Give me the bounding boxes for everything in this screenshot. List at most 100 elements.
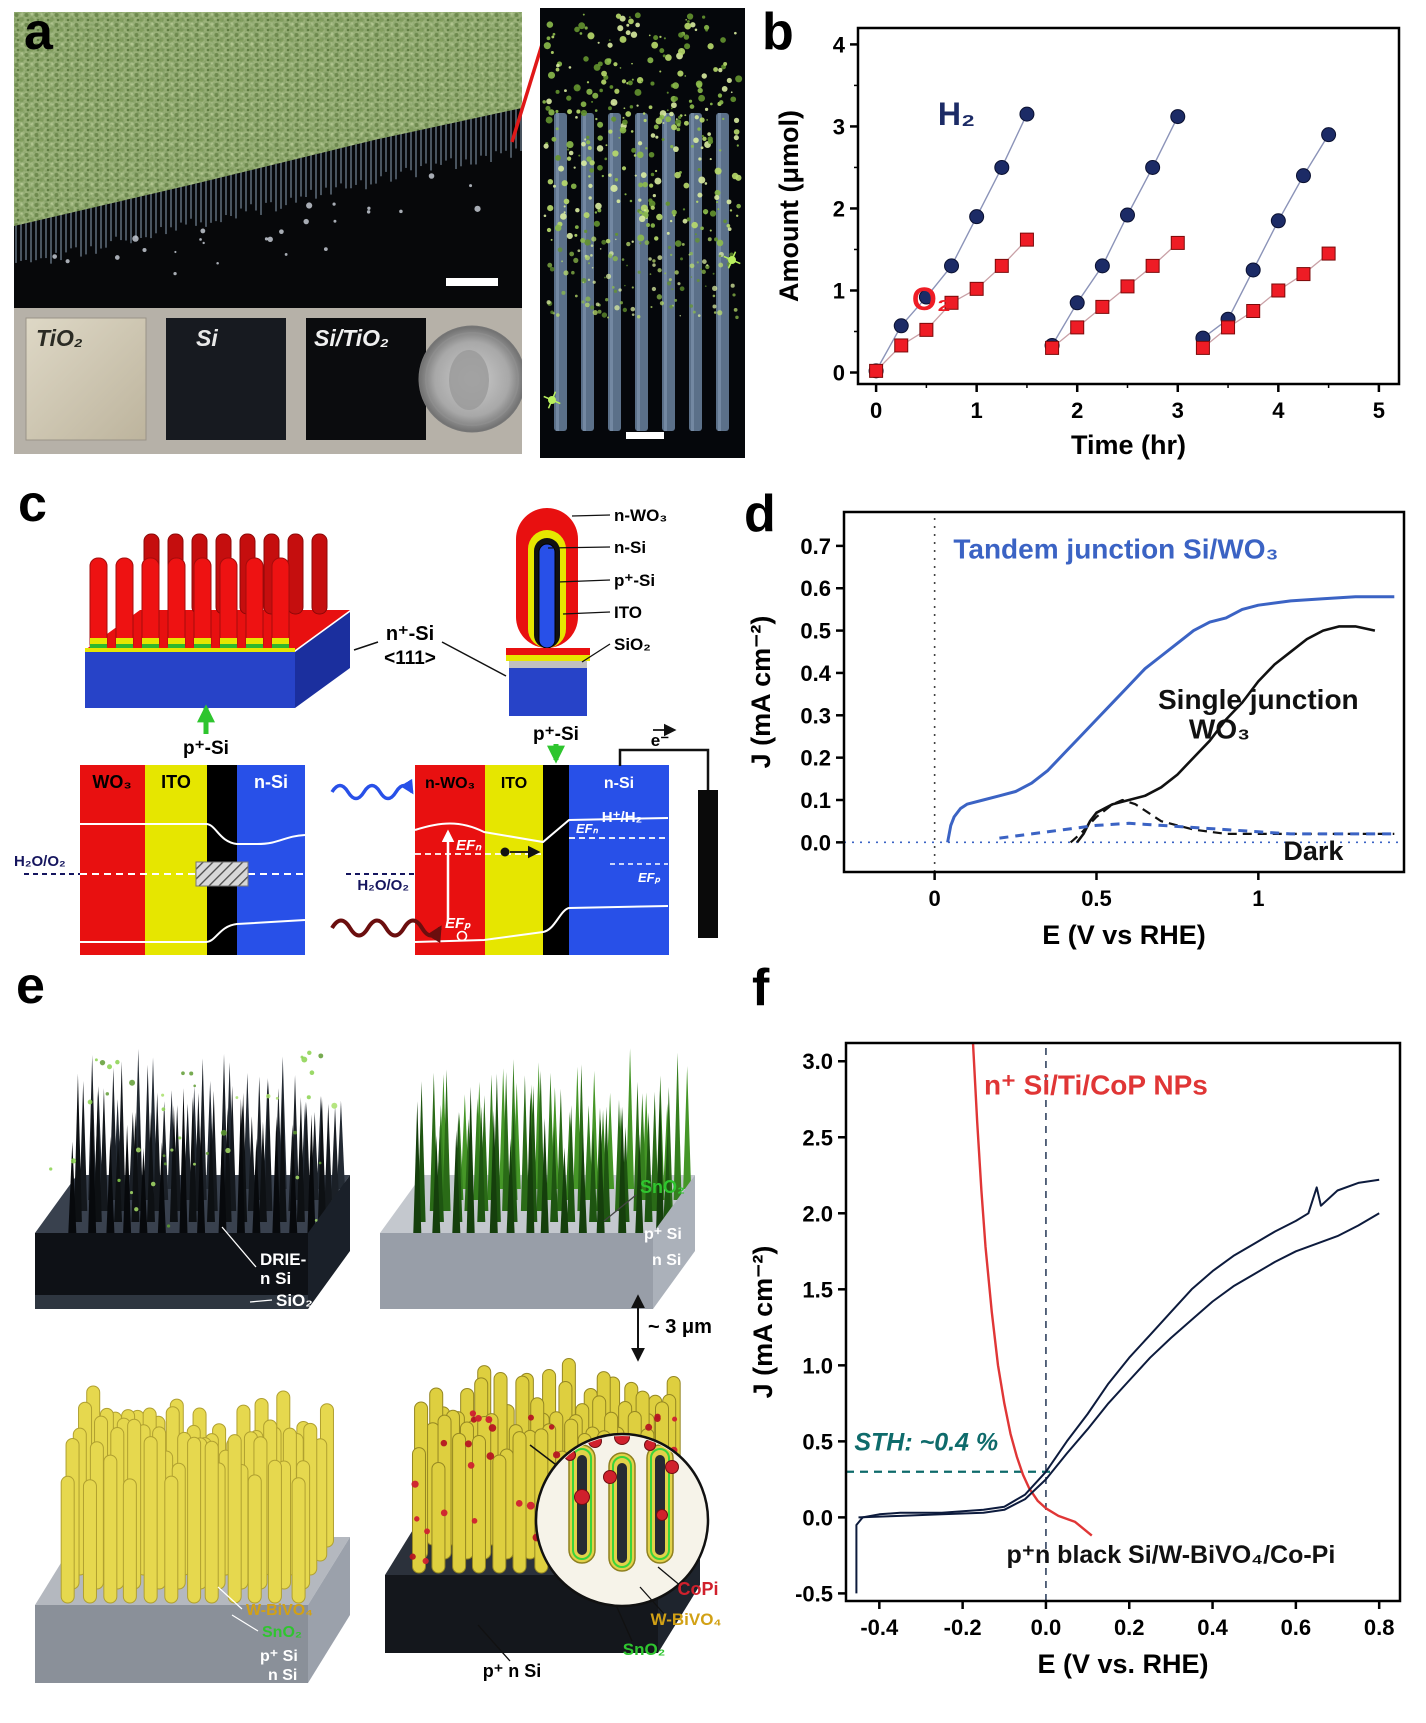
p-n-si-label: p⁺ n Si — [483, 1661, 542, 1681]
leader-nsi — [547, 546, 611, 549]
ito-label: ITO — [614, 603, 642, 622]
pillar-n-si-core — [538, 543, 556, 649]
leader-ito — [562, 611, 611, 615]
panel-f-letter: f — [752, 959, 770, 1017]
efp-label: EFₚ — [445, 915, 471, 932]
svg-text:3: 3 — [833, 114, 845, 139]
sio2-label-e: SiO₂ — [276, 1291, 313, 1310]
w-bivo4-label-2: W-BiVO₄ — [650, 1610, 721, 1629]
conduction-band-left — [80, 823, 306, 845]
svg-text:0.6: 0.6 — [1281, 1615, 1312, 1640]
panel-a-zoom-image — [540, 8, 745, 458]
band-psi-stripe — [207, 765, 237, 955]
band-nsi2-stripe — [569, 765, 669, 955]
array-front-rods — [89, 557, 290, 653]
leader-psi — [557, 579, 611, 583]
svg-text:Amount (μmol): Amount (μmol) — [774, 110, 804, 302]
leader-nwo3 — [571, 514, 611, 517]
zoom-scale-bar — [626, 432, 664, 439]
panel-a-letter: a — [24, 3, 53, 61]
band-psi2-stripe — [543, 765, 569, 955]
p-si-label: p⁺-Si — [614, 571, 655, 590]
q1-leader-2 — [249, 1299, 273, 1303]
n-wo3-band-label: n-WO₃ — [425, 775, 475, 792]
orientation-label: <111> — [384, 648, 436, 669]
scale-3um-label: ~ 3 μm — [648, 1316, 712, 1338]
sno2-leader — [615, 1604, 633, 1642]
tio2-nanotree-fuzz — [542, 12, 743, 409]
n-si-label: n-Si — [614, 538, 646, 557]
black-si-spikes — [68, 1048, 345, 1233]
copi-label: CoPi — [677, 1579, 718, 1599]
q1-base-side — [308, 1175, 350, 1309]
svg-text:0.5: 0.5 — [1081, 886, 1112, 911]
svg-text:3: 3 — [1172, 398, 1184, 423]
p-si-label-1: p⁺ Si — [644, 1226, 682, 1243]
q1-leader-1 — [221, 1226, 257, 1268]
panel-c-letter: c — [18, 475, 47, 533]
h2o-o2-label-right: H₂O/O₂ — [357, 877, 409, 894]
q3-leader-1 — [217, 1586, 243, 1610]
svg-text:0.1: 0.1 — [800, 788, 831, 813]
q2-base-side — [653, 1175, 695, 1309]
svg-text:0.6: 0.6 — [800, 576, 831, 601]
svg-text:0.0: 0.0 — [802, 1505, 833, 1530]
red-photon-arrow — [330, 918, 442, 944]
sio2-label: SiO₂ — [614, 635, 651, 654]
w-bivo4-label-1: W-BiVO₄ — [246, 1602, 313, 1619]
valence-band-left — [80, 919, 306, 943]
svg-text:0.0: 0.0 — [800, 830, 831, 855]
q3-base-front — [35, 1605, 308, 1683]
svg-text:STH: ~0.4 %: STH: ~0.4 % — [854, 1428, 998, 1456]
svg-text:Tandem junction Si/WO₃: Tandem junction Si/WO₃ — [953, 534, 1278, 565]
svg-text:0.5: 0.5 — [802, 1429, 833, 1454]
interface-states — [195, 861, 249, 887]
si-sample-label: Si — [196, 325, 218, 351]
svg-text:2: 2 — [1071, 398, 1083, 423]
h-h2-label: H⁺/H₂ — [602, 809, 642, 826]
band-ito-stripe — [145, 765, 207, 955]
n-wo3-label: n-WO₃ — [614, 506, 667, 525]
wo3-band-label: WO₃ — [92, 772, 131, 792]
pillar-base — [509, 668, 587, 716]
svg-text:0: 0 — [929, 886, 941, 911]
copi-leader — [657, 1566, 683, 1588]
n-si-band-label: n-Si — [254, 772, 288, 792]
counter-electrode — [698, 790, 718, 938]
array-base-front — [85, 652, 295, 708]
panel-b-letter: b — [762, 3, 794, 61]
e-minus-label: e⁻ — [651, 731, 669, 750]
panel-d-chart: 0 0.5 1 0.0 0.1 0.2 0.3 0.4 0.5 0.6 0.7 E (V vs RHE… — [746, 510, 1406, 950]
circuit-wire — [618, 748, 710, 790]
svg-text:1: 1 — [833, 278, 845, 303]
si-nanopillars — [554, 113, 729, 431]
si-sample — [166, 318, 286, 440]
moss-texture — [14, 12, 522, 226]
hole-dot — [456, 930, 468, 942]
svg-text:O₂: O₂ — [912, 281, 951, 317]
svg-text:2.5: 2.5 — [802, 1125, 833, 1150]
q3-base-side — [308, 1537, 350, 1683]
leader-left — [353, 641, 379, 651]
svg-text:H₂: H₂ — [938, 96, 975, 132]
sno2-label-1: SnO₂ — [640, 1177, 685, 1197]
svg-text:0.0: 0.0 — [1031, 1615, 1062, 1640]
svg-text:0.4: 0.4 — [800, 661, 831, 686]
svg-text:0.2: 0.2 — [800, 746, 831, 771]
n-si-band2-label: n-Si — [604, 775, 634, 792]
n-si-label-3: n Si — [268, 1667, 297, 1684]
band-nsi-stripe — [237, 765, 305, 955]
svg-text:0: 0 — [870, 398, 882, 423]
panel-d-letter: d — [744, 485, 776, 543]
n-si-label-1: n Si — [260, 1269, 291, 1288]
q1-base-front — [35, 1233, 308, 1309]
si-tio2-sample — [306, 318, 426, 440]
p-si-label-right: p⁺-Si — [533, 724, 579, 745]
flange-wo3 — [506, 648, 590, 655]
q1-sio2-layer — [35, 1295, 308, 1309]
band-nwo3-stripe — [415, 765, 485, 955]
n-plus-si-label: n⁺-Si — [386, 623, 434, 645]
svg-text:4: 4 — [833, 32, 846, 57]
svg-text:1: 1 — [1252, 886, 1264, 911]
svg-text:-0.4: -0.4 — [860, 1615, 899, 1640]
